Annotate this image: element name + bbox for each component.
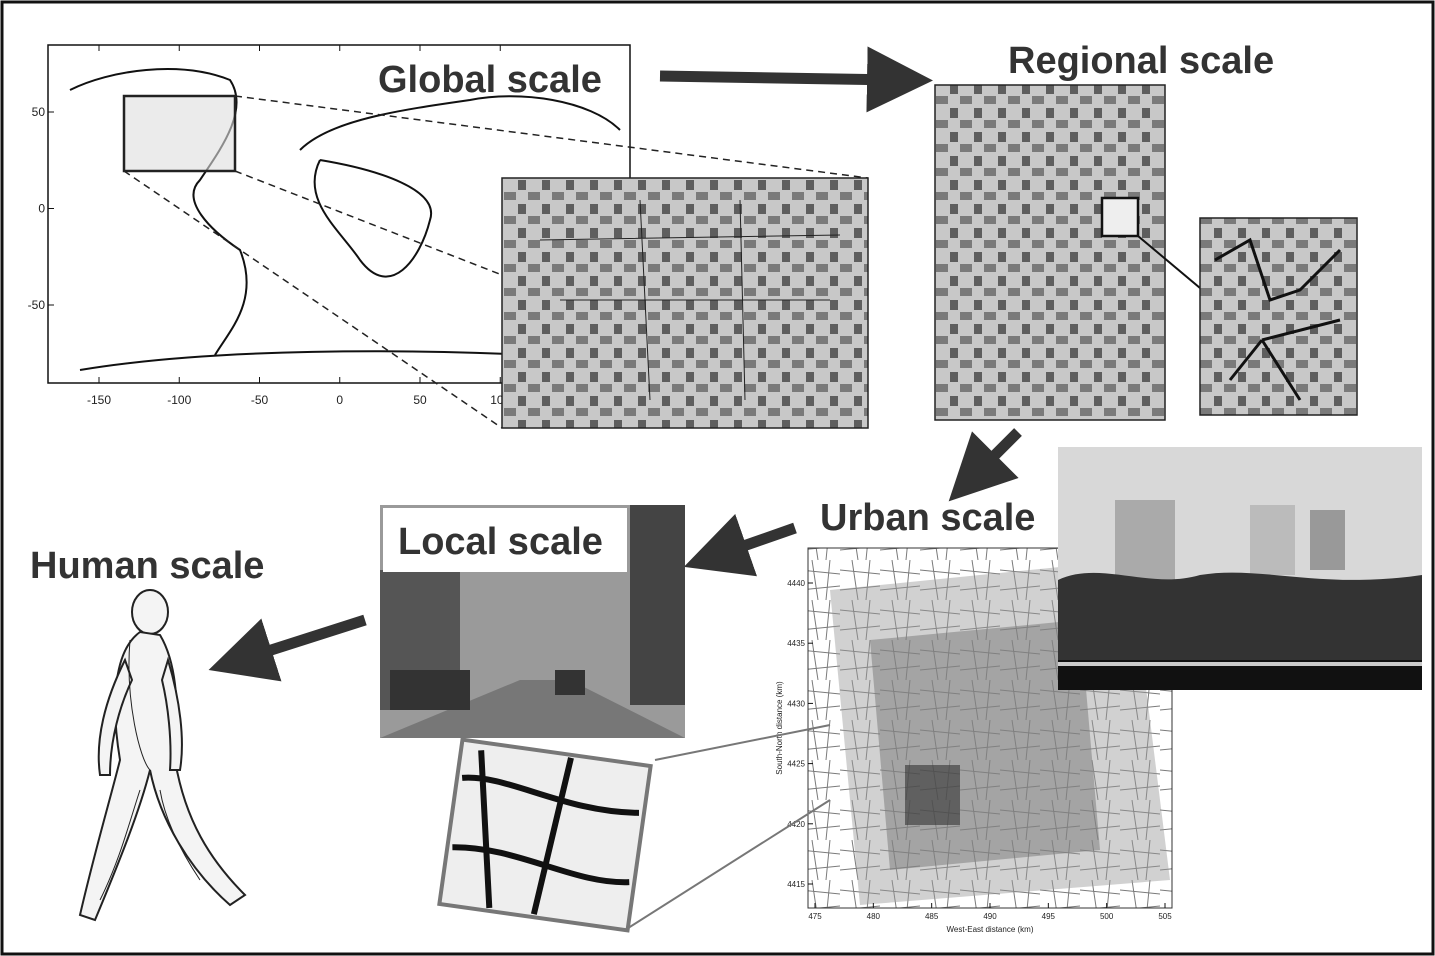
human-figure	[78, 589, 247, 922]
y-tick-label: 4420	[787, 820, 805, 829]
arrow	[948, 428, 1022, 502]
y-tick-label: -50	[28, 298, 46, 312]
x-tick-label: 0	[336, 393, 343, 407]
y-tick-label: 4425	[787, 760, 805, 769]
human-label: Human scale	[30, 545, 264, 587]
x-tick-label: 480	[867, 912, 881, 921]
x-tick-label: 500	[1100, 912, 1114, 921]
regional-map	[934, 84, 1166, 421]
regional-label: Regional scale	[1008, 40, 1274, 82]
x-tick-label: -150	[87, 393, 111, 407]
arrow	[208, 614, 367, 682]
street-photo	[380, 505, 685, 738]
x-tick-label: 485	[925, 912, 939, 921]
arrow	[683, 513, 797, 577]
us-inset	[501, 177, 869, 429]
arrow	[659, 46, 933, 113]
city-photo	[1058, 447, 1422, 690]
x-axis-label: West-East distance (km)	[947, 925, 1034, 934]
y-tick-label: 4415	[787, 880, 805, 889]
y-tick-label: 4440	[787, 579, 805, 588]
x-tick-label: 475	[808, 912, 822, 921]
building-tile	[437, 737, 653, 933]
x-tick-label: -50	[251, 393, 269, 407]
y-tick-label: 4435	[787, 639, 805, 648]
local-label: Local scale	[398, 521, 603, 563]
zoom-inset	[1199, 217, 1358, 416]
x-tick-label: 490	[983, 912, 997, 921]
urban-label: Urban scale	[820, 497, 1035, 539]
y-tick-label: 4430	[787, 699, 805, 708]
y-axis-label: South-North distance (km)	[775, 681, 784, 775]
global-label: Global scale	[378, 59, 602, 101]
y-tick-label: 0	[38, 202, 45, 216]
y-tick-label: 50	[32, 105, 46, 119]
x-tick-label: -100	[167, 393, 191, 407]
x-tick-label: 495	[1042, 912, 1056, 921]
x-tick-label: 505	[1158, 912, 1172, 921]
x-tick-label: 50	[413, 393, 427, 407]
